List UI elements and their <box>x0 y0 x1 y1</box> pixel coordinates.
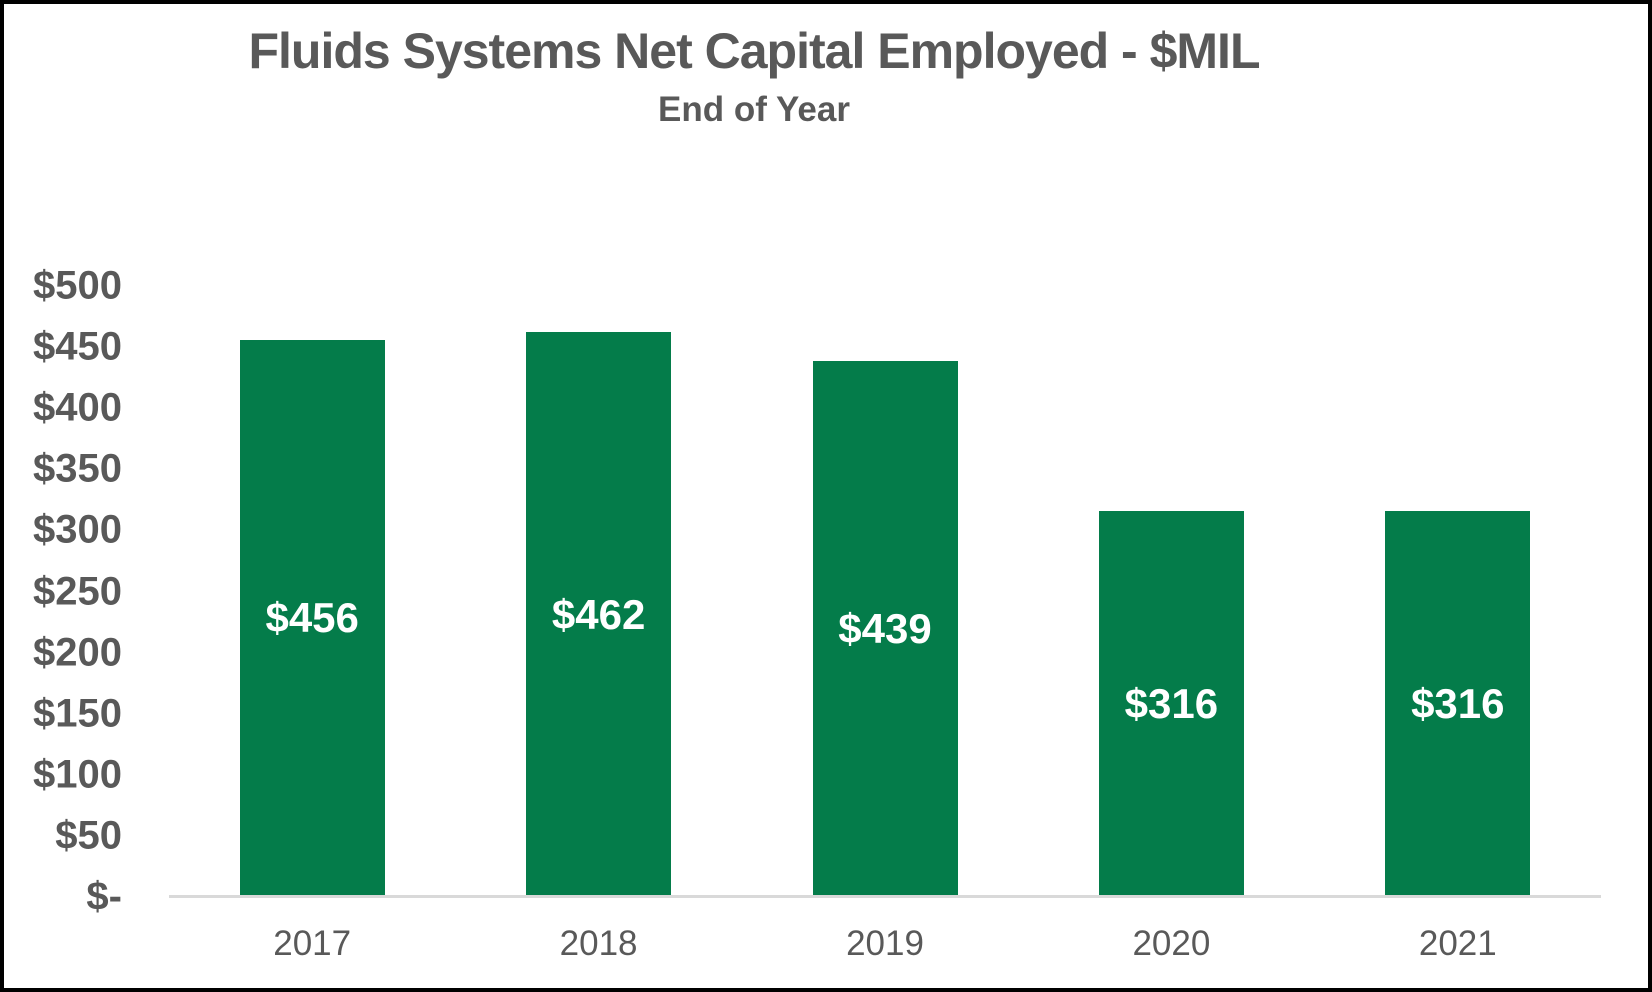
bar-2021 <box>1385 510 1531 897</box>
x-axis-label-2018: 2018 <box>559 924 638 963</box>
y-axis-tick-label: $500 <box>33 263 122 308</box>
y-axis-tick-label: $200 <box>33 630 122 675</box>
y-axis-tick-label: $- <box>86 874 122 919</box>
x-axis-label-2017: 2017 <box>273 924 352 963</box>
y-axis-tick-label: $100 <box>33 752 122 797</box>
x-axis-label-2019: 2019 <box>846 924 924 963</box>
chart-subtitle: End of Year <box>658 90 850 129</box>
y-axis-tick-label: $50 <box>55 813 122 858</box>
bar-value-label: $462 <box>551 590 646 638</box>
bar-2019 <box>812 360 958 897</box>
bar-2018 <box>526 332 672 897</box>
y-axis-tick-label: $400 <box>33 385 122 430</box>
y-axis-tick-label: $450 <box>33 324 122 369</box>
bar-value-label: $439 <box>838 604 932 652</box>
x-axis-line <box>169 895 1601 898</box>
plot-area: $500 $450 $400 $350 $300 $250 $200 $150 $100 $50 $… <box>4 4 1648 988</box>
chart-title: Fluids Systems Net Capital Employed - $M… <box>248 23 1260 79</box>
bar-value-label: $316 <box>1411 679 1505 727</box>
y-axis-tick-label: $350 <box>33 446 122 491</box>
x-axis-label-2020: 2020 <box>1132 924 1211 963</box>
x-axis-label-2021: 2021 <box>1418 924 1497 963</box>
y-axis-tick-label: $300 <box>33 507 122 552</box>
bar-value-label: $456 <box>265 594 359 642</box>
y-axis-tick-label: $250 <box>33 569 122 613</box>
y-axis-tick-label: $150 <box>33 691 122 736</box>
bar-2017 <box>239 339 385 897</box>
chart-header: Fluids Systems Net Capital Employed - $M… <box>4 22 1504 130</box>
bar-value-label: $316 <box>1124 679 1219 727</box>
bar-2020 <box>1098 510 1244 897</box>
